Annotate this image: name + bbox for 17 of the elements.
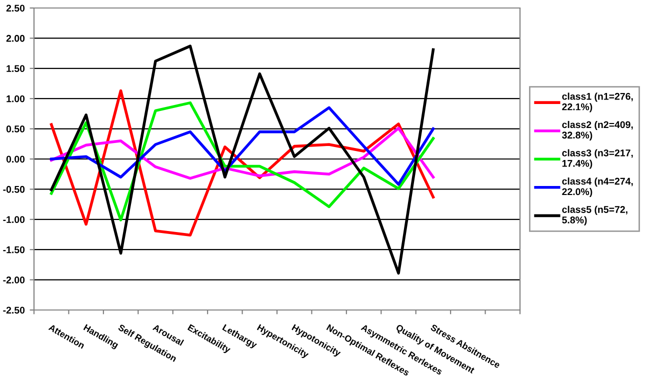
- y-tick-label: 0.00: [6, 156, 25, 163]
- y-tick-label: -0.50: [3, 186, 25, 193]
- y-tick-label: 1.00: [6, 95, 25, 102]
- line-series: [50, 106, 435, 186]
- y-tick-label: -1.50: [3, 246, 25, 254]
- y-tick-label: 0.50: [6, 126, 25, 132]
- legend-label: class3 (n3=217, 17.4%): [562, 149, 633, 169]
- y-tick-label: -2.00: [3, 276, 25, 284]
- y-tick-label: 1.50: [6, 65, 25, 72]
- y-tick-label: 2.00: [6, 34, 25, 42]
- y-tick-label: -1.00: [3, 216, 25, 224]
- legend-label: class5 (n5=72, 5.8%): [562, 206, 628, 226]
- legend-label: class4 (n4=274, 22.0%): [562, 178, 633, 198]
- y-tick-label: 2.50: [6, 4, 25, 12]
- legend-label: class2 (n2=409, 32.8%): [562, 120, 633, 140]
- y-tick-label: -2.50: [3, 306, 25, 314]
- legend-label: class1 (n1=276, 22.1%): [562, 92, 633, 112]
